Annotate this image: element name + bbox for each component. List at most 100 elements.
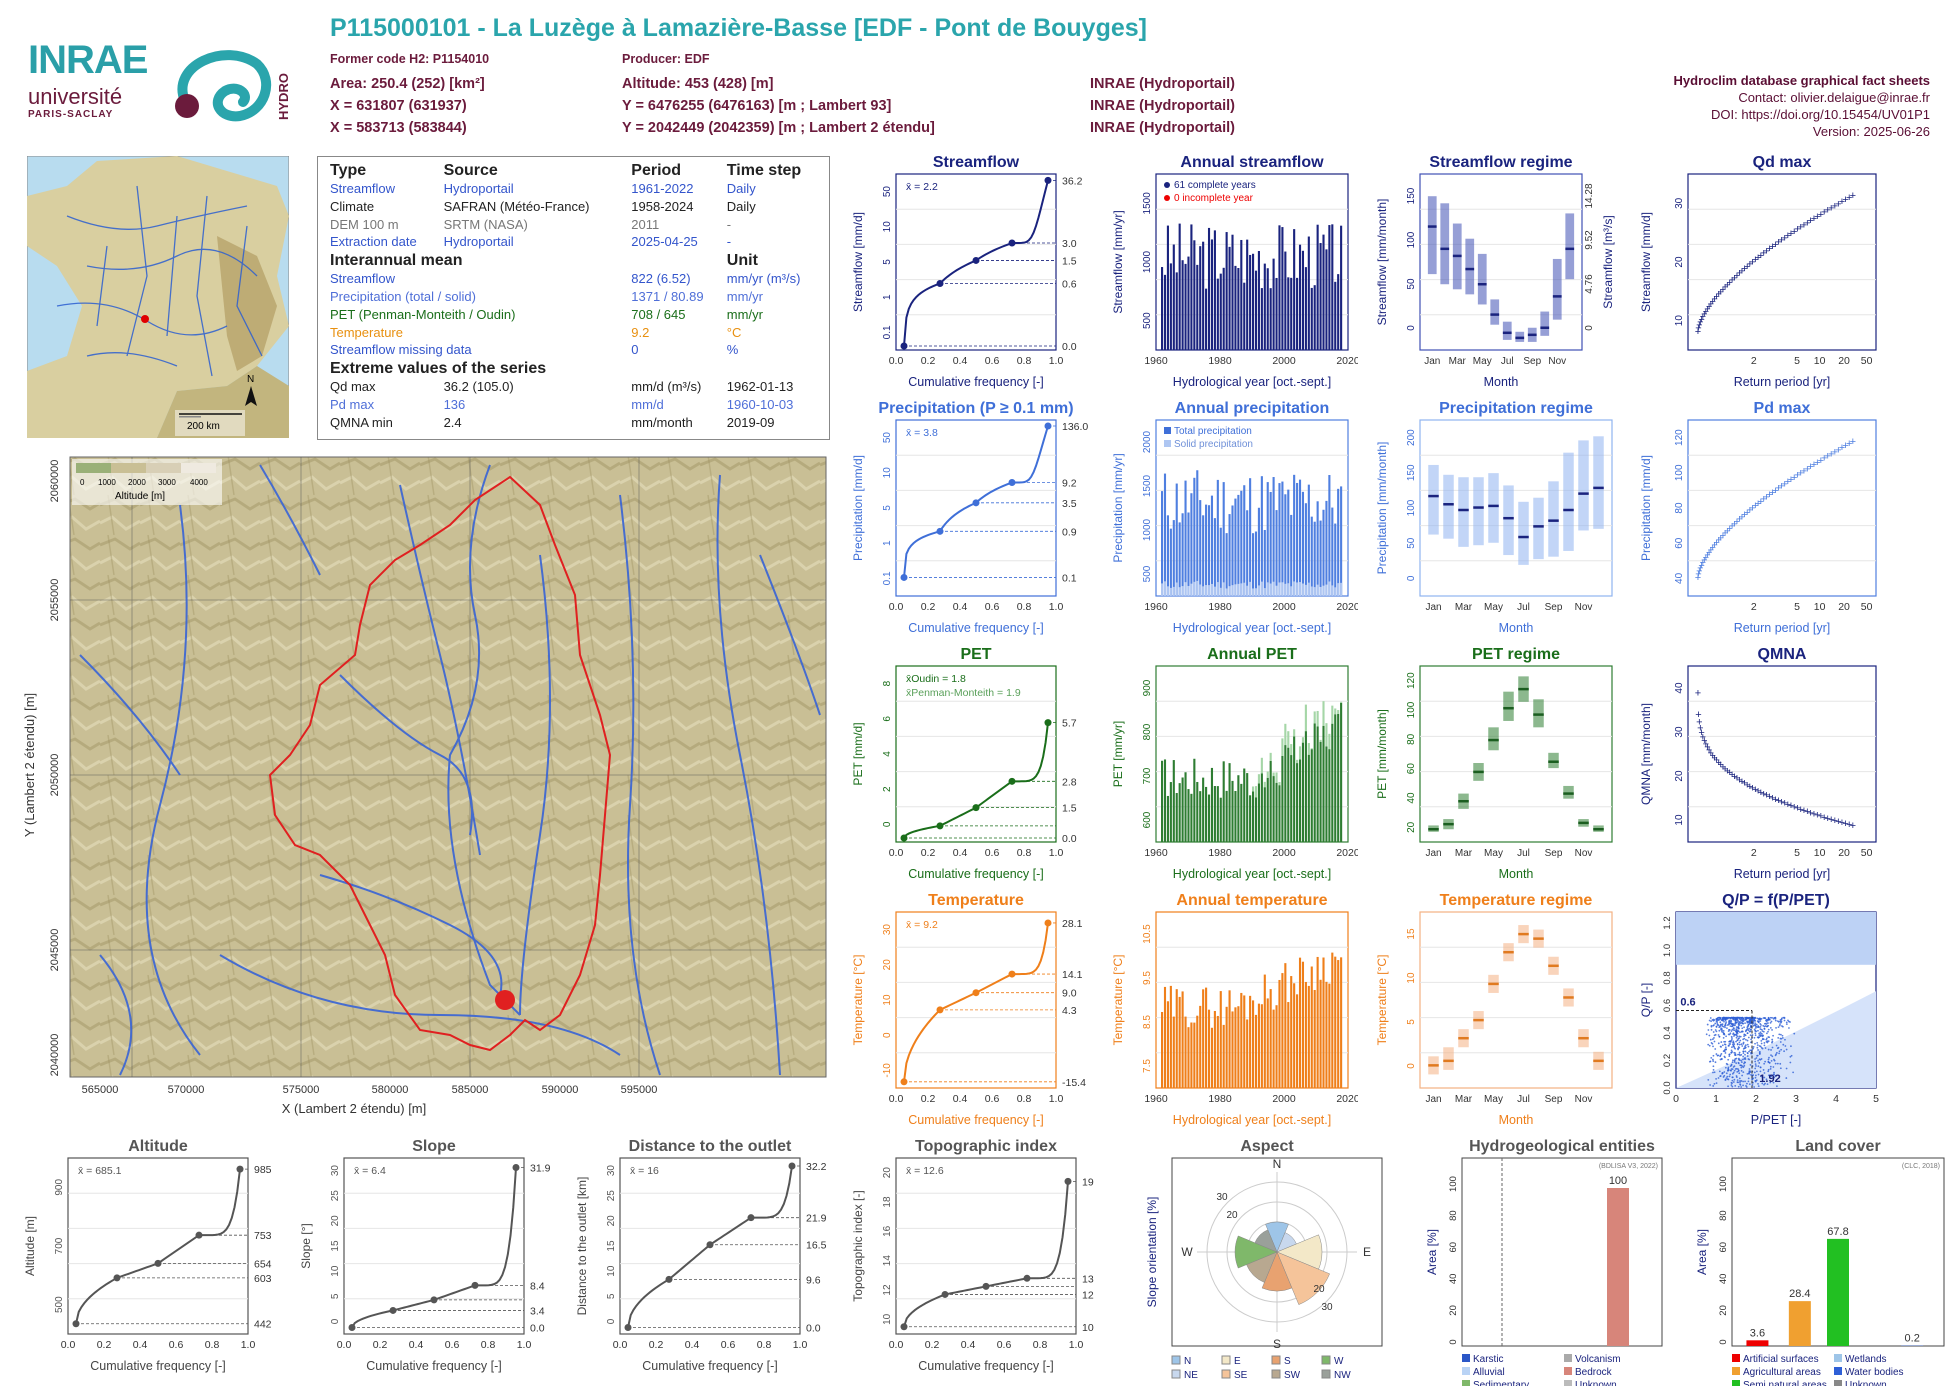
x-tick-label: 0.4 (409, 1339, 424, 1351)
qp-point (1720, 1053, 1723, 1055)
month-tick-label: Sep (1545, 1094, 1563, 1105)
quantile-value-label: 0.6 (1062, 279, 1077, 291)
credits-doi[interactable]: DOI: https://doi.org/10.15454/UV01P1 (1711, 107, 1930, 122)
qp-point (1743, 1062, 1745, 1065)
quantile-value-label: 31.9 (530, 1163, 551, 1175)
quantile-value-label: 9.6 (806, 1274, 821, 1286)
x-tick-label: 0.6 (169, 1339, 184, 1351)
x-tick-label: 0.0 (613, 1339, 628, 1351)
qp-point (1763, 1062, 1766, 1065)
solid-precip-bar (1222, 582, 1225, 596)
qp-point (1731, 1023, 1734, 1026)
qp-point (1772, 1066, 1775, 1068)
return-period-point: + (1758, 496, 1764, 508)
qp-point (1790, 1054, 1793, 1057)
annual-bar (1293, 229, 1296, 350)
qp-point (1737, 1020, 1740, 1022)
return-period-point: + (1736, 774, 1742, 786)
return-period-point: + (1850, 190, 1856, 202)
solid-precip-bar (1231, 585, 1234, 596)
qp-point (1789, 1055, 1792, 1058)
qp-point (1727, 1044, 1730, 1047)
qp-point (1729, 1016, 1731, 1019)
y-axis-label: Q/P [-] (1639, 983, 1653, 1017)
qp-point (1741, 1058, 1744, 1061)
qp-point (1750, 1073, 1752, 1076)
qp-point (1776, 1047, 1779, 1050)
qp-point (1782, 1043, 1785, 1046)
y-tick-label: 0.0 (1662, 1081, 1673, 1094)
qp-point (1733, 1033, 1736, 1036)
y-tick-label: 25 (606, 1190, 617, 1202)
annual-bar-penman (1310, 748, 1313, 750)
x-tick-label: 0.4 (953, 601, 968, 613)
qp-point (1746, 1016, 1749, 1019)
mean-label: x̄ = 685.1 (78, 1165, 122, 1177)
svg-text:0: 0 (80, 478, 85, 487)
qp-point (1752, 1022, 1755, 1024)
x-axis-label: Month (1499, 867, 1534, 881)
y-tick-label: 60 (1448, 1242, 1459, 1253)
return-period-point: + (1726, 767, 1732, 779)
annual-bar (1246, 510, 1249, 596)
quantile-point (348, 1323, 356, 1331)
x-tick-label: 0.2 (649, 1339, 664, 1351)
quantile-point (236, 1165, 244, 1173)
return-period-point: + (1818, 209, 1824, 221)
qp-point (1736, 1018, 1739, 1021)
return-period-point: + (1700, 731, 1706, 743)
x-tick-label: 1980 (1208, 847, 1232, 859)
return-period-point: + (1724, 525, 1730, 537)
annual-bar-penman (1293, 729, 1296, 737)
qp-point (1712, 1071, 1714, 1074)
x-tick-label: 0.8 (1017, 847, 1032, 859)
month-box (1533, 497, 1544, 560)
return-period-point: + (1722, 282, 1728, 294)
qp-point (1717, 1034, 1720, 1036)
quantile-value-label: 32.2 (806, 1161, 827, 1173)
qp-point (1759, 1070, 1762, 1073)
qp-point (1723, 1020, 1725, 1023)
quantile-point (788, 1162, 796, 1170)
qp-point (1744, 1044, 1747, 1047)
annual-bar-penman (1331, 705, 1334, 724)
qp-point (1750, 1016, 1752, 1019)
annual-bar (1175, 272, 1178, 350)
qp-point (1779, 1067, 1782, 1070)
qp-point (1785, 1048, 1788, 1051)
x-tick-label: 5 (1794, 847, 1800, 859)
month-tick-label: Sep (1545, 848, 1563, 859)
qp-point (1731, 1046, 1733, 1049)
y-tick-label: 16 (882, 1225, 893, 1237)
legend-label: Sedimentary (1473, 1380, 1529, 1386)
quantile-point (1008, 970, 1016, 978)
return-period-point: + (1736, 514, 1742, 526)
north-label: N (247, 374, 254, 385)
y-tick-label: 40 (1674, 572, 1685, 584)
qp-point (1711, 1058, 1714, 1061)
solid-precip-bar (1216, 582, 1219, 596)
return-period-point: + (1842, 194, 1848, 206)
return-period-point: + (1710, 542, 1716, 554)
annual-bar (1213, 786, 1216, 842)
qp-point (1787, 1019, 1789, 1022)
annual-bar (1298, 479, 1302, 596)
annual-bar (1263, 263, 1266, 350)
qp-point (1724, 1026, 1726, 1029)
annual-bar (1278, 225, 1281, 350)
source-note: (CLC, 2018) (1902, 1163, 1940, 1170)
bar-value-label: 100 (1609, 1175, 1627, 1187)
qp-point (1765, 1019, 1767, 1022)
y-axis-label: Slope [°] (299, 1223, 313, 1269)
y-tick-label: 10 (1674, 814, 1685, 826)
qp-point (1785, 1023, 1788, 1025)
return-period-point: + (1698, 560, 1704, 572)
month-tick-label: Jan (1424, 356, 1440, 367)
credits-contact[interactable]: Contact: olivier.delaigue@inrae.fr (1738, 90, 1930, 105)
qp-point (1781, 1034, 1784, 1037)
qp-point (1732, 1040, 1735, 1043)
return-period-point: + (1821, 207, 1827, 219)
y-tick-label: 10.5 (1142, 924, 1153, 944)
return-period-point: + (1706, 301, 1712, 313)
